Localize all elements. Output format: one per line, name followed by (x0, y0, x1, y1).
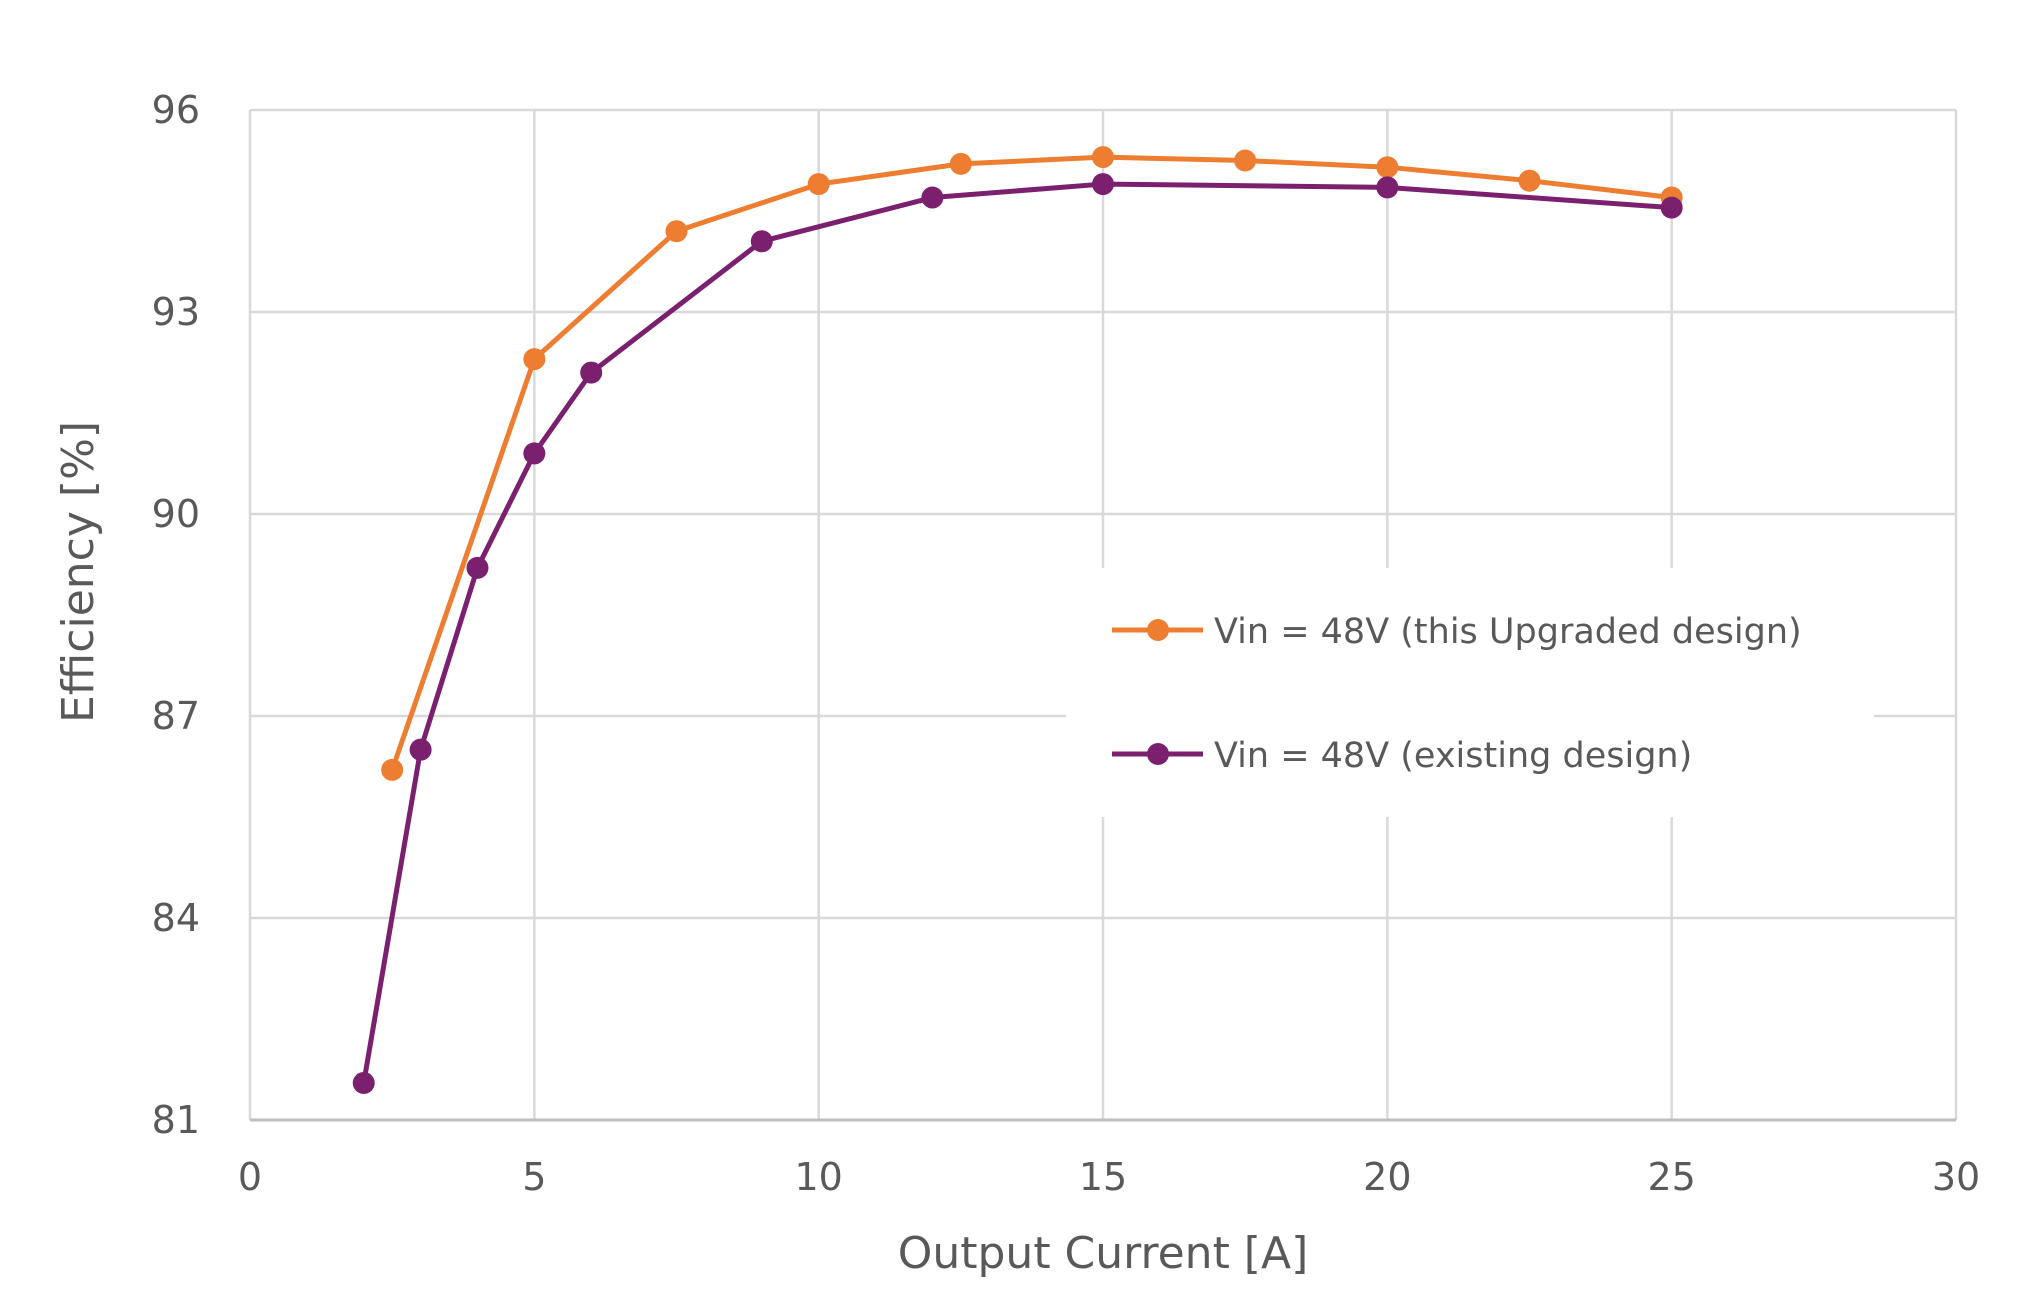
data-point (665, 220, 688, 243)
y-tick-label: 90 (152, 492, 200, 536)
series-1 (352, 173, 1683, 1094)
data-point (921, 186, 944, 209)
y-axis-title: Efficiency [%] (53, 421, 104, 723)
data-point (750, 230, 773, 253)
data-point (466, 556, 489, 579)
series-group (352, 146, 1683, 1094)
x-tick-label: 25 (1647, 1155, 1695, 1199)
legend: Vin = 48V (this Upgraded design) Vin = 4… (1066, 568, 1874, 817)
y-tick-label: 93 (152, 290, 200, 334)
x-tick-label: 10 (794, 1155, 842, 1199)
data-point (381, 758, 404, 781)
series-0 (381, 146, 1683, 781)
x-tick-label: 0 (238, 1155, 262, 1199)
legend-marker-upgraded (1147, 619, 1169, 641)
y-tick-label: 96 (152, 88, 200, 132)
data-point (1376, 156, 1399, 179)
data-point (1234, 149, 1257, 172)
data-point (523, 348, 546, 371)
series-line (361, 181, 1672, 1084)
legend-label-upgraded: Vin = 48V (this Upgraded design) (1214, 612, 1802, 652)
x-axis-title: Output Current [A] (898, 1228, 1309, 1279)
data-point (949, 152, 972, 175)
series-line (389, 154, 1672, 771)
legend-background (1066, 568, 1874, 817)
data-point (807, 173, 830, 196)
data-point (523, 442, 546, 465)
data-point (1660, 196, 1683, 219)
x-tick-label: 5 (522, 1155, 546, 1199)
data-point (1092, 146, 1114, 169)
x-tick-label: 30 (1932, 1155, 1980, 1199)
legend-marker-existing (1147, 743, 1169, 765)
data-point (1092, 173, 1114, 196)
data-point (409, 738, 432, 761)
x-tick-label: 20 (1363, 1155, 1411, 1199)
data-point (1518, 169, 1541, 192)
data-point (1376, 176, 1399, 199)
x-tick-label: 15 (1079, 1155, 1127, 1199)
data-point (352, 1071, 375, 1094)
data-point (580, 361, 603, 384)
y-tick-label: 87 (152, 694, 200, 738)
x-axis-ticks: 0 5 10 15 20 25 30 (238, 1155, 1980, 1199)
y-tick-label: 84 (152, 896, 200, 940)
y-tick-label: 81 (152, 1098, 200, 1142)
legend-label-existing: Vin = 48V (existing design) (1214, 736, 1692, 776)
y-axis-ticks: 81 84 87 90 93 96 (152, 88, 200, 1142)
